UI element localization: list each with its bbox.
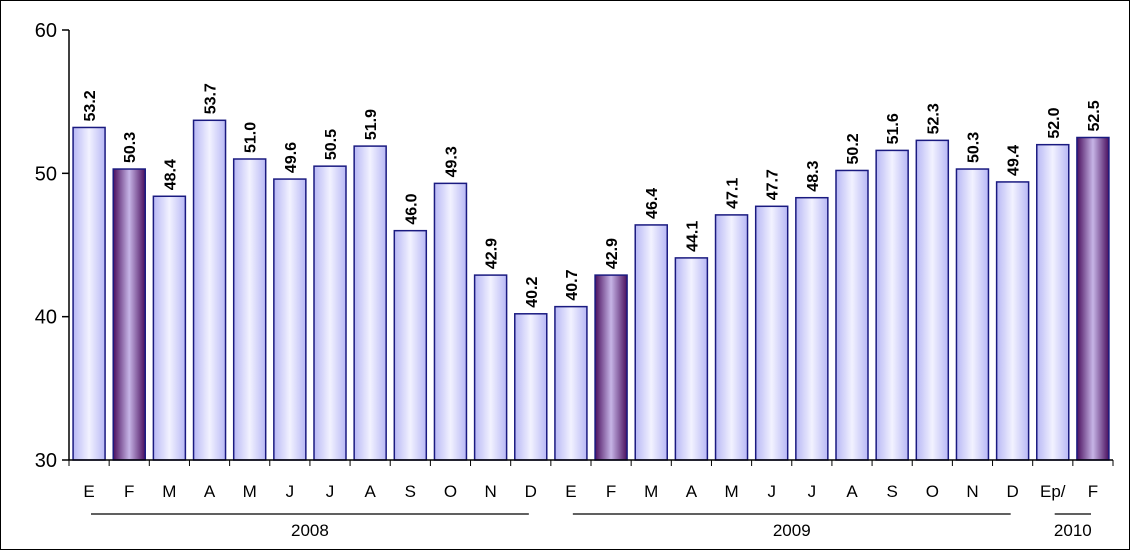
- bar: [915, 139, 950, 461]
- bar-value-label: 52.0: [1046, 107, 1063, 138]
- x-category-label: E: [83, 482, 94, 501]
- y-tick-label: 30: [35, 450, 57, 472]
- bar-value-label: 49.3: [443, 146, 460, 177]
- bar-value-label: 46.0: [403, 193, 420, 224]
- bar: [955, 168, 990, 461]
- bar-value-label: 52.3: [925, 103, 942, 134]
- x-category-label: Ep/: [1040, 482, 1066, 501]
- bars: [72, 119, 1110, 461]
- bar-value-label: 50.3: [122, 132, 139, 163]
- bar: [514, 313, 548, 461]
- x-axis: E F M A M J J A S O N D E F M A M J J A S O N D Ep/F 2008 2009 2010: [68, 459, 1114, 540]
- x-category-label: F: [124, 482, 134, 501]
- bar: [273, 178, 307, 461]
- x-category-label: A: [846, 482, 858, 501]
- bar-value-label: 51.0: [243, 122, 260, 153]
- bar: [835, 169, 869, 461]
- x-category-label: O: [926, 482, 939, 501]
- bar-value-label: 51.9: [363, 109, 380, 140]
- x-category-label: M: [724, 482, 738, 501]
- bar-value-label: 48.3: [805, 160, 822, 191]
- x-category-label: D: [525, 482, 537, 501]
- bar-value-label: 47.7: [765, 169, 782, 200]
- bar-value-label: 47.1: [725, 178, 742, 209]
- bar-value-label: 49.4: [1006, 145, 1023, 176]
- bar-value-label: 40.2: [524, 277, 541, 308]
- x-category-label: O: [444, 482, 457, 501]
- x-category-label: J: [808, 482, 817, 501]
- bar: [473, 274, 508, 461]
- bar-value-label: 50.3: [965, 132, 982, 163]
- bar: [192, 119, 227, 461]
- x-category-label: A: [364, 482, 376, 501]
- x-category-label: A: [204, 482, 216, 501]
- bar-value-label: 42.9: [604, 238, 621, 269]
- x-category-label: N: [484, 482, 496, 501]
- x-category-label: F: [1088, 482, 1098, 501]
- y-axis: 30 40 50 60: [35, 20, 70, 472]
- x-category-label: N: [966, 482, 978, 501]
- bar: [313, 165, 347, 461]
- bar: [875, 149, 909, 461]
- x-category-label: M: [644, 482, 658, 501]
- year-group-label: 2009: [773, 521, 811, 540]
- x-category-label: M: [243, 482, 257, 501]
- bar-highlighted: [594, 274, 628, 461]
- x-category-label: F: [606, 482, 616, 501]
- year-group-label: 2010: [1054, 521, 1092, 540]
- bar-value-label: 44.1: [684, 221, 701, 252]
- bar-value-label: 52.5: [1086, 100, 1103, 131]
- bar: [72, 126, 106, 461]
- y-tick-label: 50: [35, 163, 57, 185]
- x-category-label: J: [286, 482, 295, 501]
- bar-value-label: 48.4: [162, 159, 179, 190]
- bar: [152, 195, 187, 461]
- bar-highlighted: [1076, 136, 1110, 461]
- year-group-label: 2008: [291, 521, 329, 540]
- y-tick-label: 60: [35, 20, 57, 42]
- bar-value-label: 50.5: [323, 129, 340, 160]
- bar: [393, 229, 428, 461]
- bar-value-label: 53.2: [82, 90, 99, 121]
- bar: [433, 182, 468, 461]
- y-tick-label: 40: [35, 307, 57, 329]
- x-category-label: S: [405, 482, 416, 501]
- bar: [795, 196, 829, 461]
- x-category-label: J: [767, 482, 776, 501]
- x-category-label: E: [565, 482, 576, 501]
- bar-value-label: 51.6: [885, 113, 902, 144]
- data-labels: 53.2 50.3 48.4 53.7 51.0 49.6 50.5 51.9 46.0 49.3…: [82, 83, 1103, 308]
- bar: [995, 181, 1030, 461]
- x-category-label: M: [162, 482, 176, 501]
- x-category-label: D: [1006, 482, 1018, 501]
- bar-value-label: 50.2: [845, 133, 862, 164]
- bar: [353, 145, 387, 461]
- x-category-label: S: [886, 482, 897, 501]
- bar: [554, 305, 588, 461]
- bar: [232, 158, 267, 461]
- bar-highlighted: [112, 168, 146, 461]
- bar: [1036, 143, 1070, 461]
- bar-value-label: 49.6: [283, 142, 300, 173]
- bar: [754, 205, 789, 461]
- x-category-label: J: [326, 482, 335, 501]
- bar: [674, 257, 709, 461]
- bar: [634, 224, 668, 461]
- bar-value-label: 46.4: [644, 188, 661, 219]
- x-category-label: A: [686, 482, 698, 501]
- bar: [714, 214, 749, 461]
- bar-value-label: 53.7: [203, 83, 220, 114]
- bar-value-label: 40.7: [564, 269, 581, 300]
- bar-value-label: 42.9: [484, 238, 501, 269]
